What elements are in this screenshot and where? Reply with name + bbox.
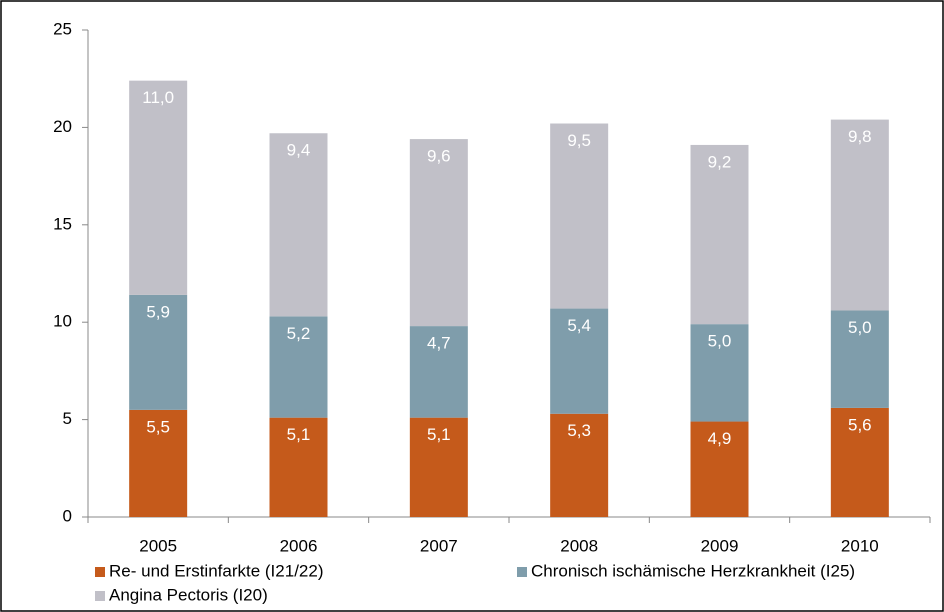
x-tick-label: 2007 — [420, 536, 458, 555]
data-label: 9,5 — [567, 131, 591, 150]
bar-segment — [830, 310, 889, 408]
data-label: 9,8 — [848, 127, 872, 146]
y-tick-label: 10 — [53, 312, 72, 331]
data-label: 5,4 — [567, 316, 591, 335]
data-label: 5,6 — [848, 415, 872, 434]
bar-segment — [550, 123, 609, 309]
bar-segment — [269, 316, 328, 418]
y-tick-label: 15 — [53, 214, 72, 233]
data-label: 9,4 — [287, 141, 311, 160]
x-tick-label: 2009 — [701, 536, 739, 555]
y-tick-label: 25 — [53, 19, 72, 38]
data-label: 5,5 — [146, 417, 170, 436]
bar-segment — [129, 294, 188, 410]
data-label: 5,0 — [848, 318, 872, 337]
bar-segment — [550, 413, 609, 517]
legend-swatch — [517, 567, 527, 577]
legend-label: Re- und Erstinfarkte (I21/22) — [109, 561, 323, 580]
bar-segment — [830, 119, 889, 311]
bar-segment — [409, 417, 468, 517]
data-label: 9,6 — [427, 147, 451, 166]
bar-segment — [269, 417, 328, 517]
legend-swatch — [95, 567, 105, 577]
bar-segment — [409, 326, 468, 418]
legend-label: Chronisch ischämische Herzkrankheit (I25… — [531, 561, 855, 580]
bar-segment — [690, 421, 749, 517]
bar-segment — [830, 407, 889, 517]
legend-swatch — [95, 591, 105, 601]
bar-segment — [550, 308, 609, 414]
y-tick-label: 5 — [63, 409, 72, 428]
bar-segment — [690, 144, 749, 325]
bar-segment — [409, 139, 468, 327]
y-tick-label: 0 — [63, 506, 72, 525]
bar-segment — [129, 409, 188, 517]
bar-segment — [269, 133, 328, 317]
x-tick-label: 2006 — [280, 536, 318, 555]
x-tick-label: 2008 — [560, 536, 598, 555]
legend-label: Angina Pectoris (I20) — [109, 585, 268, 604]
data-label: 4,9 — [708, 429, 732, 448]
data-label: 4,7 — [427, 334, 451, 353]
data-label: 9,2 — [708, 152, 732, 171]
x-tick-label: 2010 — [841, 536, 879, 555]
bar-segment — [690, 324, 749, 422]
data-label: 5,2 — [287, 324, 311, 343]
x-tick-label: 2005 — [139, 536, 177, 555]
y-tick-label: 20 — [53, 117, 72, 136]
data-label: 5,9 — [146, 302, 170, 321]
bar-segment — [129, 80, 188, 295]
data-label: 5,1 — [287, 425, 311, 444]
data-label: 11,0 — [142, 88, 174, 107]
data-label: 5,1 — [427, 425, 451, 444]
data-label: 5,0 — [708, 332, 732, 351]
data-label: 5,3 — [567, 421, 591, 440]
